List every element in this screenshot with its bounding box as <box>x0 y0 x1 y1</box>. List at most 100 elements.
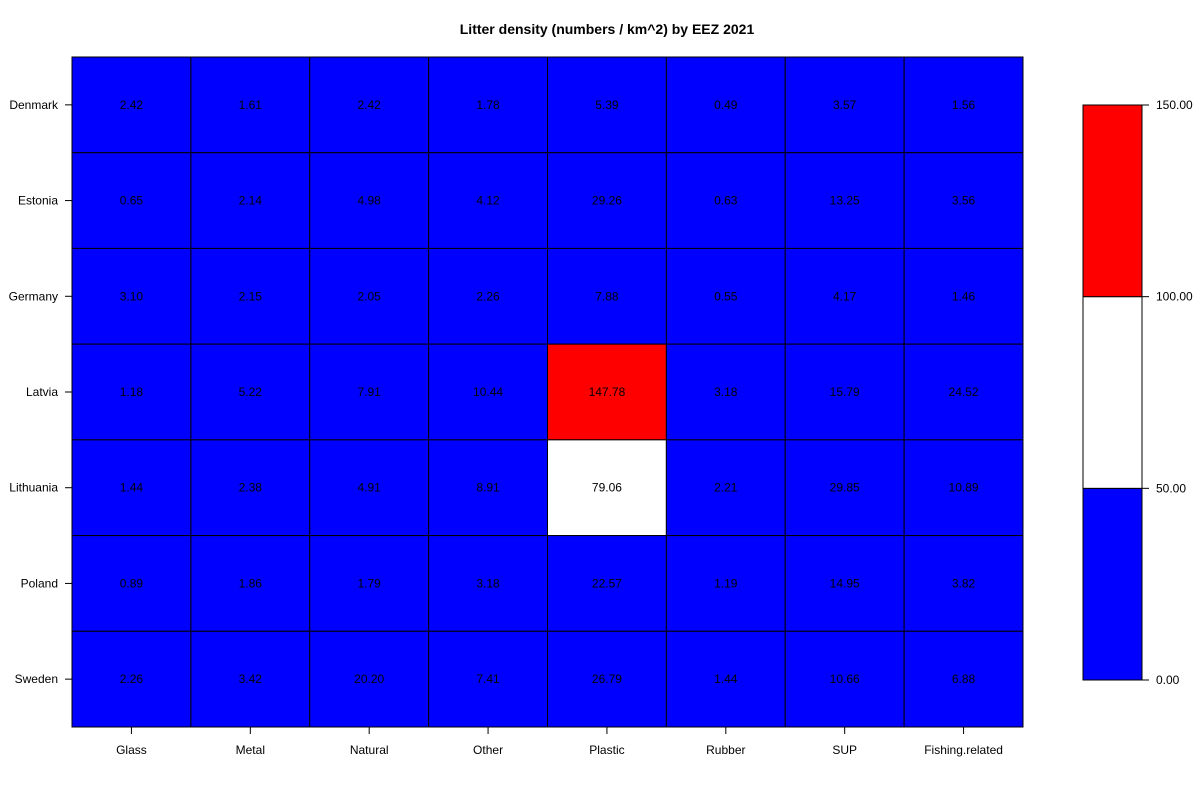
heatmap-cell <box>784 630 905 728</box>
cell-value-label: 147.78 <box>589 385 626 399</box>
cell-value-label: 2.14 <box>239 194 263 208</box>
cell-value-label: 5.39 <box>595 98 619 112</box>
cell-value-label: 10.66 <box>830 672 860 686</box>
heatmap-cell <box>547 247 667 345</box>
row-tick-label: Lithuania <box>9 481 58 495</box>
cell-value-label: 10.89 <box>949 481 979 495</box>
legend-color-band <box>1082 296 1143 489</box>
cell-value-label: 14.95 <box>830 576 860 590</box>
cell-value-label: 13.25 <box>830 194 860 208</box>
cell-value-label: 22.57 <box>592 576 622 590</box>
cell-value-label: 1.79 <box>358 576 382 590</box>
heatmap-cell <box>903 247 1024 345</box>
column-tick-label: Plastic <box>589 743 624 757</box>
heatmap-cell <box>190 630 311 728</box>
heatmap-cell <box>428 152 548 249</box>
column-tick-label: Glass <box>116 743 147 757</box>
heatmap-cell <box>547 535 667 632</box>
heatmap-cell <box>903 152 1024 249</box>
cell-value-label: 2.15 <box>239 289 263 303</box>
cell-value-label: 0.63 <box>714 194 738 208</box>
heatmap-cell <box>309 247 430 345</box>
cell-value-label: 7.88 <box>595 289 619 303</box>
legend-tick-label: 100.00 <box>1156 290 1193 304</box>
heatmap-cell <box>784 439 905 537</box>
heatmap-cell <box>190 56 311 154</box>
heatmap-cell <box>903 56 1024 154</box>
color-legend: 0.00 50.00 100.00 150.00 <box>1082 98 1193 687</box>
heatmap-cell <box>903 535 1024 632</box>
heatmap-cell <box>190 535 311 632</box>
heatmap-cell <box>190 152 311 249</box>
heatmap-cell <box>784 535 905 632</box>
heatmap-cell <box>784 152 905 249</box>
heatmap-cell <box>784 343 905 441</box>
cell-value-label: 5.22 <box>239 385 263 399</box>
column-tick-label: SUP <box>832 743 857 757</box>
heatmap-cell <box>71 343 192 441</box>
cell-value-label: 2.26 <box>120 672 144 686</box>
cell-value-label: 10.44 <box>473 385 503 399</box>
heatmap-cell <box>903 630 1024 728</box>
heatmap-cell <box>784 247 905 345</box>
cell-value-label: 1.44 <box>120 481 144 495</box>
cell-value-label: 0.65 <box>120 194 144 208</box>
legend-tick-label: 50.00 <box>1156 481 1186 495</box>
cell-value-label: 8.91 <box>476 481 500 495</box>
heatmap-cell <box>71 247 192 345</box>
cell-value-label: 4.12 <box>476 194 500 208</box>
cell-value-label: 24.52 <box>949 385 979 399</box>
heatmap-cell <box>665 630 786 728</box>
cell-value-label: 0.89 <box>120 576 144 590</box>
cell-value-label: 29.85 <box>830 481 860 495</box>
heatmap-cell <box>190 247 311 345</box>
heatmap-cell <box>428 439 548 537</box>
cell-value-label: 2.38 <box>239 481 263 495</box>
heatmap-cell <box>547 152 667 249</box>
column-tick-label: Other <box>473 743 503 757</box>
cell-value-label: 20.20 <box>354 672 384 686</box>
cell-value-label: 79.06 <box>592 481 622 495</box>
cell-value-label: 15.79 <box>830 385 860 399</box>
cell-value-label: 3.10 <box>120 289 144 303</box>
heatmap-cell <box>309 535 430 632</box>
cell-value-label: 3.18 <box>476 576 500 590</box>
column-tick-label: Metal <box>236 743 265 757</box>
column-tick-label: Rubber <box>706 743 745 757</box>
row-tick-label: Poland <box>21 576 58 590</box>
legend-color-band <box>1082 487 1143 681</box>
cell-value-label: 3.56 <box>952 194 976 208</box>
cell-value-label: 7.41 <box>476 672 500 686</box>
cell-value-label: 2.05 <box>358 289 382 303</box>
heatmap-cell <box>428 343 548 441</box>
cell-value-label: 6.88 <box>952 672 976 686</box>
heatmap-cell <box>309 56 430 154</box>
legend-color-band <box>1082 104 1143 298</box>
heatmap-cell <box>665 535 786 632</box>
row-tick-label: Latvia <box>26 385 58 399</box>
cell-value-label: 29.26 <box>592 194 622 208</box>
cell-value-label: 1.61 <box>239 98 263 112</box>
cell-value-label: 1.19 <box>714 576 738 590</box>
cell-value-label: 0.49 <box>714 98 738 112</box>
heatmap-cell <box>309 343 430 441</box>
cell-value-label: 1.46 <box>952 289 976 303</box>
cell-value-label: 3.42 <box>239 672 263 686</box>
column-tick-label: Natural <box>350 743 389 757</box>
heatmap-cell <box>547 343 667 441</box>
cell-value-label: 1.18 <box>120 385 144 399</box>
cell-value-label: 3.82 <box>952 576 976 590</box>
cell-value-label: 1.86 <box>239 576 263 590</box>
cell-value-label: 4.17 <box>833 289 857 303</box>
cell-value-label: 2.26 <box>476 289 500 303</box>
legend-tick-label: 150.00 <box>1156 98 1193 112</box>
heatmap-cell <box>547 56 667 154</box>
heatmap-cell <box>665 247 786 345</box>
cell-value-label: 1.44 <box>714 672 738 686</box>
cell-value-label: 2.42 <box>120 98 144 112</box>
cell-value-label: 2.42 <box>358 98 382 112</box>
heatmap-cell <box>71 56 192 154</box>
legend-tick-label: 0.00 <box>1156 673 1180 687</box>
heatmap-cell <box>665 152 786 249</box>
